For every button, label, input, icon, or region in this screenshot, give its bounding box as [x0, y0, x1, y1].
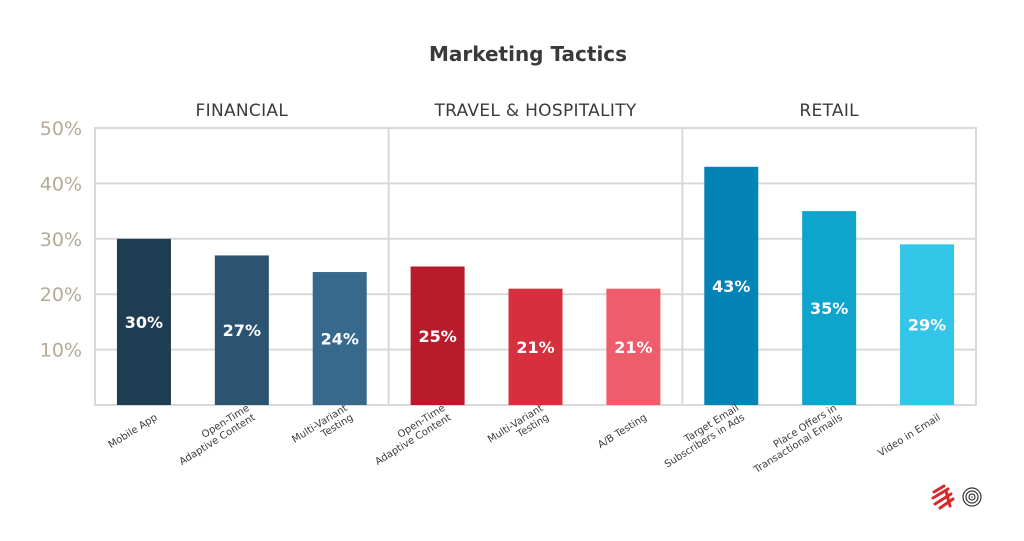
bars-layer — [116, 166, 955, 405]
bar — [606, 288, 661, 405]
bar — [116, 238, 171, 405]
y-tick-label: 40% — [40, 173, 82, 195]
bar — [508, 288, 563, 405]
bar-value-label: 21% — [614, 338, 652, 357]
bar-value-label: 24% — [321, 330, 359, 349]
category-label: Multi-VariantTesting — [486, 403, 551, 455]
bar-value-label: 35% — [810, 299, 848, 318]
bar — [410, 266, 465, 405]
bar — [704, 166, 759, 405]
bar — [214, 255, 269, 405]
category-label: Open-TimeAdaptive Content — [172, 403, 258, 468]
category-label: Video in Email — [876, 412, 942, 459]
category-label: Target EmailSubscribers in Ads — [657, 403, 747, 470]
bar — [802, 211, 857, 405]
bar — [312, 272, 367, 405]
group-label: TRAVEL & HOSPITALITY — [433, 101, 636, 121]
bar-value-label: 21% — [516, 338, 554, 357]
group-label: RETAIL — [799, 101, 859, 121]
category-label: A/B Testing — [596, 412, 649, 451]
category-label: Open-TimeAdaptive Content — [368, 403, 454, 468]
bar-value-label: 43% — [712, 277, 750, 296]
y-tick-label: 50% — [40, 118, 82, 140]
brand-mark-icon — [931, 484, 955, 510]
category-label: Multi-VariantTesting — [290, 403, 355, 455]
y-tick-label: 20% — [40, 284, 82, 306]
category-label: Mobile App — [107, 412, 160, 451]
bar-value-label: 25% — [418, 327, 456, 346]
bar-value-label: 27% — [223, 321, 261, 340]
bar-value-label: 29% — [908, 316, 946, 335]
y-tick-label: 10% — [40, 340, 82, 362]
y-tick-label: 30% — [40, 229, 82, 251]
bar-value-label: 30% — [125, 313, 163, 332]
group-label: FINANCIAL — [196, 101, 289, 121]
brand-logo — [931, 484, 982, 510]
bar — [900, 244, 955, 405]
fingerprint-icon — [962, 487, 982, 507]
chart-title: Marketing Tactics — [429, 42, 627, 66]
category-label: Place Offers inTransactional Emails — [746, 403, 845, 476]
